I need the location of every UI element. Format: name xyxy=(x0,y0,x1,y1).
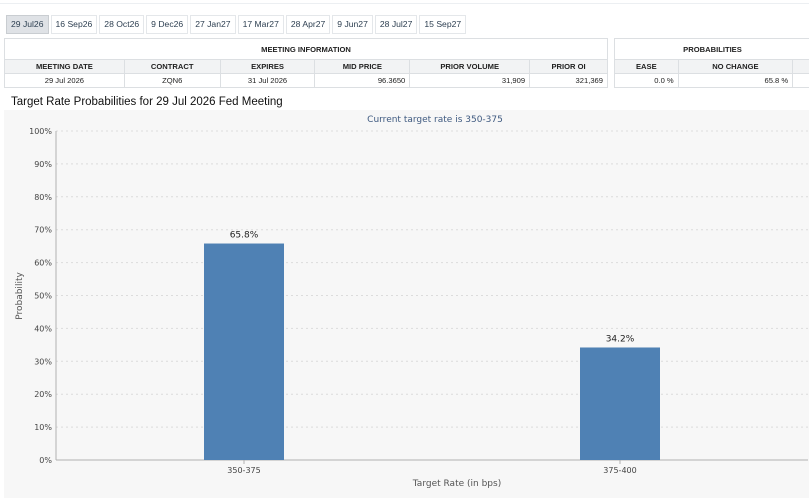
y-tick-label: 10% xyxy=(34,423,52,432)
tab-date[interactable]: 9 Dec26 xyxy=(146,15,189,34)
bar xyxy=(204,243,284,460)
tab-date[interactable]: 28 Oct26 xyxy=(99,15,145,34)
x-tick-label: 375-400 xyxy=(603,466,636,475)
y-tick-label: 40% xyxy=(34,324,52,333)
meeting-information-table: MEETING INFORMATION MEETING DATE CONTRACT… xyxy=(4,38,608,88)
y-axis-label: Probability xyxy=(15,272,25,320)
no-change-header: NO CHANGE xyxy=(677,59,794,74)
expires-cell: 31 Jul 2026 xyxy=(219,73,316,88)
y-tick-label: 90% xyxy=(34,160,52,169)
y-tick-label: 80% xyxy=(34,193,52,202)
prior-oi-header: PRIOR OI xyxy=(529,59,608,74)
prior-oi-cell: 321,369 xyxy=(529,73,608,88)
y-tick-label: 20% xyxy=(34,390,52,399)
tab-date[interactable]: 16 Sep26 xyxy=(50,15,98,34)
y-tick-label: 0% xyxy=(39,456,52,465)
bar-data-label: 34.2% xyxy=(606,334,635,344)
chart-area xyxy=(4,110,809,498)
x-axis-label: Target Rate (in bps) xyxy=(412,479,501,489)
tab-date[interactable]: 27 Jan27 xyxy=(190,15,236,34)
chart-subtitle: Current target rate is 350-375 xyxy=(367,115,503,125)
tab-date[interactable]: 15 Sep27 xyxy=(419,15,467,34)
probabilities-header: PROBABILITIES xyxy=(614,38,809,60)
bar xyxy=(580,347,660,460)
y-tick-label: 60% xyxy=(34,259,52,268)
tab-date[interactable]: 28 Apr27 xyxy=(285,15,331,34)
no-change-cell: 65.8 % xyxy=(677,73,794,88)
bar-data-label: 65.8% xyxy=(230,231,259,241)
tab-date[interactable]: 9 Jun27 xyxy=(332,15,373,34)
tab-date[interactable]: 17 Mar27 xyxy=(237,15,284,34)
y-tick-label: 100% xyxy=(29,127,52,136)
probabilities-extra-cell xyxy=(792,73,809,88)
meeting-date-tabs: 29 Jul26 16 Sep26 28 Oct26 9 Dec26 27 Jan27 1… xyxy=(6,15,468,34)
top-divider xyxy=(0,3,809,4)
tab-date[interactable]: 29 Jul26 xyxy=(6,15,49,34)
y-tick-label: 30% xyxy=(34,357,52,366)
tab-date[interactable]: 28 Jul27 xyxy=(374,15,418,34)
chart-title: Target Rate Probabilities for 29 Jul 202… xyxy=(11,96,283,108)
y-tick-label: 50% xyxy=(34,292,52,301)
ease-header: EASE xyxy=(614,59,679,74)
contract-cell: ZQN6 xyxy=(123,73,221,88)
y-tick-label: 70% xyxy=(34,226,52,235)
contract-header: CONTRACT xyxy=(123,59,221,74)
probabilities-table: PROBABILITIES EASE NO CHANGE 0.0 % 65.8 % xyxy=(614,38,809,88)
meeting-date-cell: 29 Jul 2026 xyxy=(4,73,125,88)
x-tick-label: 350-375 xyxy=(227,466,260,475)
expires-header: EXPIRES xyxy=(219,59,316,74)
meeting-information-header: MEETING INFORMATION xyxy=(4,38,608,60)
probabilities-extra-cell xyxy=(792,59,809,74)
prior-volume-cell: 31,909 xyxy=(409,73,531,88)
